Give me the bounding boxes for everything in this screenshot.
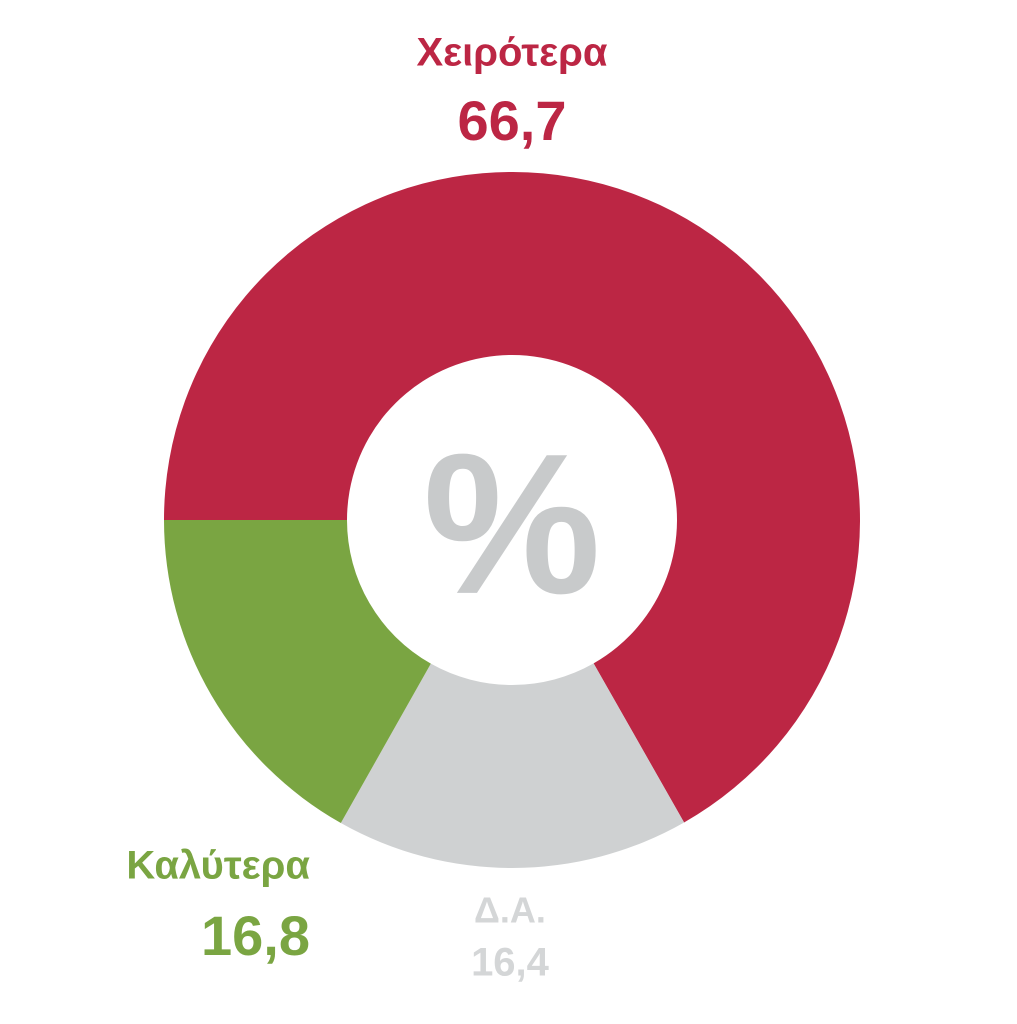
donut-segment — [164, 172, 860, 823]
category-label: Καλύτερα — [126, 844, 310, 888]
category-label: Δ.Α. — [474, 890, 546, 931]
value-label: 16,4 — [471, 941, 550, 985]
category-label: Χειρότερα — [416, 31, 607, 75]
value-label: 16,8 — [201, 904, 310, 967]
donut-segment — [164, 520, 431, 824]
value-label: 66,7 — [458, 89, 567, 152]
center-label: % — [423, 413, 601, 636]
donut-segment — [340, 663, 685, 868]
